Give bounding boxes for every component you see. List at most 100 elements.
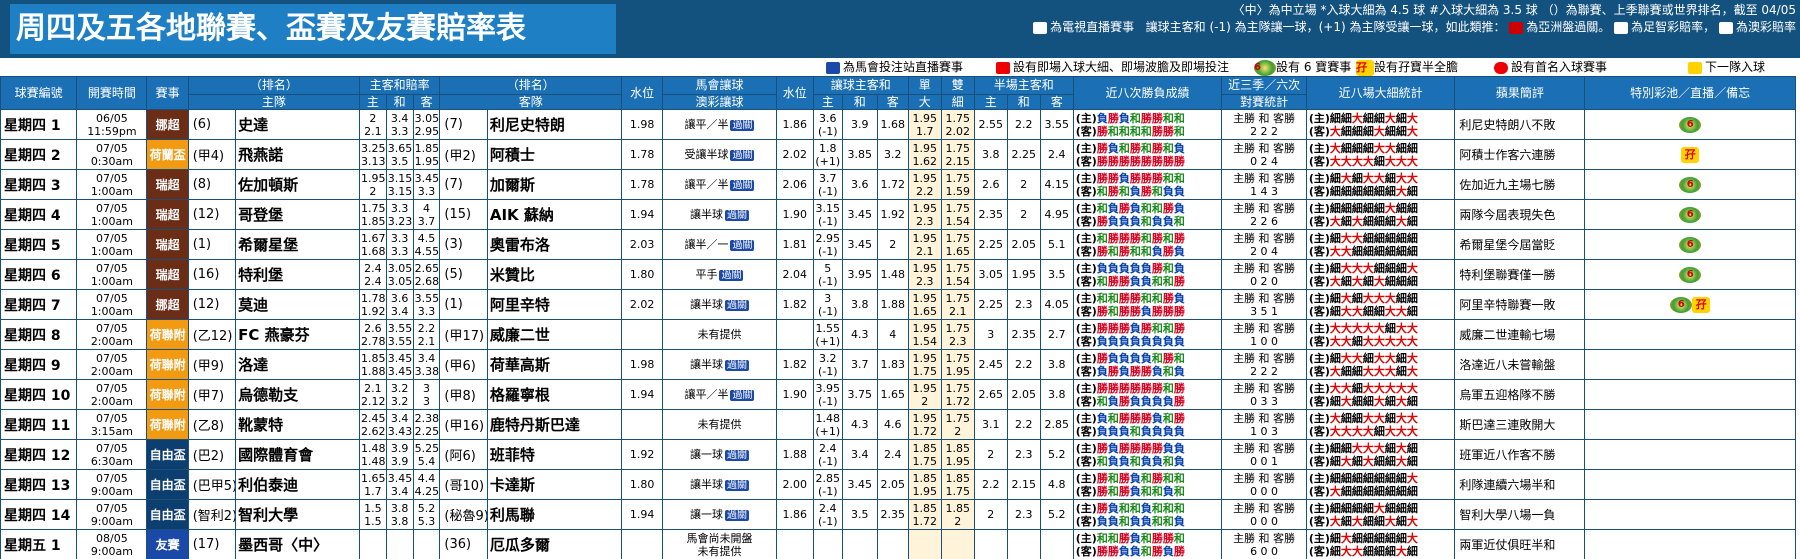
goals-big-2: 1.95 [912, 484, 937, 498]
ht-draw: 2.3 [1006, 499, 1041, 530]
hcap-line: (-1) [817, 454, 838, 468]
h2h-labels: 主勝 和 客勝 [1233, 141, 1296, 155]
table-row[interactable]: 星期四 11 07/05 3:15am 荷聯附 (乙8) 靴蒙特 2.45 2.62… [0, 409, 1796, 440]
parlay-icon: 過關 [724, 360, 749, 371]
hda-home-2: 1.68 [360, 244, 386, 258]
table-row[interactable]: 星期四 1 06/05 11:59pm 挪超 (6) 史達 2 2.1 3.4 3.3… [0, 109, 1796, 140]
goals-small-2: 1.54 [945, 214, 970, 228]
ou-record: (主)大細細大大細大大 (客)大大大大細大大大 [1305, 409, 1456, 440]
hda-draw-2: 3.55 [387, 334, 413, 348]
goals-big: 1.95 1.7 [907, 109, 942, 140]
special-pool[interactable] [1584, 529, 1796, 559]
home-rank: (乙8) [187, 409, 237, 440]
goals-small-1: 1.75 [945, 201, 970, 215]
table-row[interactable]: 星期四 12 07/05 6:30am 自由盃 (巴2) 國際體育會 1.48 1.… [0, 439, 1796, 470]
hcap-draw: 3.9 [841, 109, 878, 140]
table-row[interactable]: 星期四 8 07/05 2:00am 荷聯附 (乙12) FC 燕豪芬 2.6 2.… [0, 319, 1796, 350]
form-record: (主)勝勝勝勝勝勝和勝 (客)和負勝負負負負勝 [1072, 379, 1223, 410]
goals-small: 1.75 1.54 [940, 259, 975, 290]
goals-big-2: 1.72 [912, 424, 937, 438]
hcap-home: 1.55 (+1) [812, 319, 843, 350]
hda-home: 1.85 1.88 [358, 349, 387, 380]
special-pool[interactable] [1584, 349, 1796, 380]
table-row[interactable]: 星期四 2 07/05 0:30am 荷蘭盃 (甲4) 飛燕諾 3.25 3.13 … [0, 139, 1796, 170]
special-pool[interactable] [1584, 499, 1796, 530]
goals-small-1: 1.85 [945, 501, 970, 515]
form-away: (客)和負負和負負和負 [1075, 454, 1185, 468]
ht-draw: 2.15 [1006, 469, 1041, 500]
special-pool[interactable]: 6 [1584, 169, 1796, 200]
table-row[interactable]: 星期四 7 07/05 1:00am 挪超 (12) 莫迪 1.78 1.92 3.… [0, 289, 1796, 320]
home-rank: (1) [187, 229, 237, 260]
special-pool[interactable]: 6 [1584, 109, 1796, 140]
hda-home-2: 1.7 [364, 484, 382, 498]
away-team: 阿積士 [486, 139, 622, 170]
competition-badge: 荷蘭盃 [146, 139, 189, 170]
table-row[interactable]: 星期四 5 07/05 1:00am 瑞超 (1) 希爾星堡 1.67 1.68 3… [0, 229, 1796, 260]
col-water: 水位 [620, 76, 664, 110]
hda-home [358, 529, 387, 559]
h2h-stats: 主勝 和 客勝 2 2 6 [1221, 199, 1307, 230]
table-row[interactable]: 星期四 14 07/05 9:00am 自由盃 (智利2) 智利大學 1.5 1.5… [0, 499, 1796, 530]
hcap-home-val: 3.95 [815, 381, 841, 395]
water-away: 1.86 [775, 499, 814, 530]
special-pool[interactable]: 6 [1584, 199, 1796, 230]
h2h-values: 6 0 0 [1250, 544, 1279, 558]
special-pool[interactable] [1584, 379, 1796, 410]
odds-table-body: 星期四 1 06/05 11:59pm 挪超 (6) 史達 2 2.1 3.4 3.3… [0, 109, 1796, 559]
review: 智利大學八場一負 [1454, 499, 1586, 530]
table-row[interactable]: 星期四 4 07/05 1:00am 瑞超 (12) 哥登堡 1.75 1.85 3… [0, 199, 1796, 230]
col-home-rank: （排名） [249, 78, 298, 92]
ou-home: (主)大細細細大大細細 [1308, 141, 1418, 155]
ou-home: (主)細細大細細大細大 [1308, 111, 1418, 125]
h2h-labels: 主勝 和 客勝 [1233, 321, 1296, 335]
parlay-icon: 過關 [730, 150, 755, 161]
station-icon [826, 61, 840, 74]
goals-small-2: 2.15 [945, 154, 970, 168]
ou-home: (主)細大大細大大細大 [1308, 351, 1418, 365]
table-row[interactable]: 星期四 10 07/05 2:00am 荷聯附 (甲7) 烏德勒支 2.1 2.12… [0, 379, 1796, 410]
kickoff-date: 07/05 [96, 381, 128, 395]
special-pool[interactable] [1584, 469, 1796, 500]
ou-record: (主)大大細大大大大大 (客)細大細細大細大細 [1305, 379, 1456, 410]
hda-away: 3.4 3.38 [412, 349, 441, 380]
table-row[interactable]: 星期四 3 07/05 1:00am 瑞超 (8) 佐加頓斯 1.95 2 3.15… [0, 169, 1796, 200]
ou-away: (客)大大細大大大大大 [1308, 334, 1418, 348]
special-pool[interactable]: 6 [1584, 259, 1796, 290]
special-pool[interactable]: 孖 [1584, 139, 1796, 170]
special-pool[interactable]: 6 [1584, 229, 1796, 260]
hda-draw: 3.3 3.3 [385, 229, 414, 260]
table-row[interactable]: 星期四 6 07/05 1:00am 瑞超 (16) 特利堡 2.4 2.4 3.0… [0, 259, 1796, 290]
water-home: 1.78 [620, 169, 664, 200]
home-rank: (巴甲5) [187, 469, 237, 500]
goals-big: 1.85 1.72 [907, 499, 942, 530]
goals-big-2: 1.62 [912, 154, 937, 168]
hda-draw-1: 3.9 [390, 441, 409, 455]
special-pool[interactable] [1584, 409, 1796, 440]
table-row[interactable]: 星期五 1 08/05 9:00am 友賽 (17) 墨西哥〈中〉 (36) 厄瓜… [0, 529, 1796, 559]
home-rank: (智利2) [187, 499, 237, 530]
table-row[interactable]: 星期四 9 07/05 2:00am 荷聯附 (甲9) 洛達 1.85 1.88 3… [0, 349, 1796, 380]
special-pool[interactable] [1584, 319, 1796, 350]
home-rank: (甲9) [187, 349, 237, 380]
table-row[interactable]: 星期四 13 07/05 9:00am 自由盃 (巴甲5) 利伯泰迪 1.65 1.… [0, 469, 1796, 500]
handicap: 平手 過關 [662, 259, 777, 290]
competition-badge: 瑞超 [146, 259, 189, 290]
ht-home: 3.05 [973, 259, 1008, 290]
special-pool[interactable] [1584, 439, 1796, 470]
six-bao-icon: 6 [1679, 206, 1702, 223]
goals-big: 1.95 1.54 [907, 319, 942, 350]
hda-draw: 3.3 3.23 [385, 199, 414, 230]
home-rank: (乙12) [187, 319, 237, 350]
legend-text-1: 為馬會投注站直播賽事 [843, 60, 964, 74]
hcap-home: 5 (-1) [812, 259, 843, 290]
hcap-home-val: 1.48 [815, 411, 841, 425]
hcap-home: 2.4 (-1) [812, 499, 843, 530]
form-away: (客)勝勝負負和勝負勝 [1075, 544, 1185, 558]
away-rank: (甲6) [439, 349, 488, 380]
goals-small: 1.75 2.3 [940, 319, 975, 350]
ou-record: (主)細細大大大細大細 (客)細大細大細細大細 [1305, 439, 1456, 470]
review: 希爾星堡今屆當貶 [1454, 229, 1586, 260]
kickoff-date: 07/05 [96, 351, 128, 365]
